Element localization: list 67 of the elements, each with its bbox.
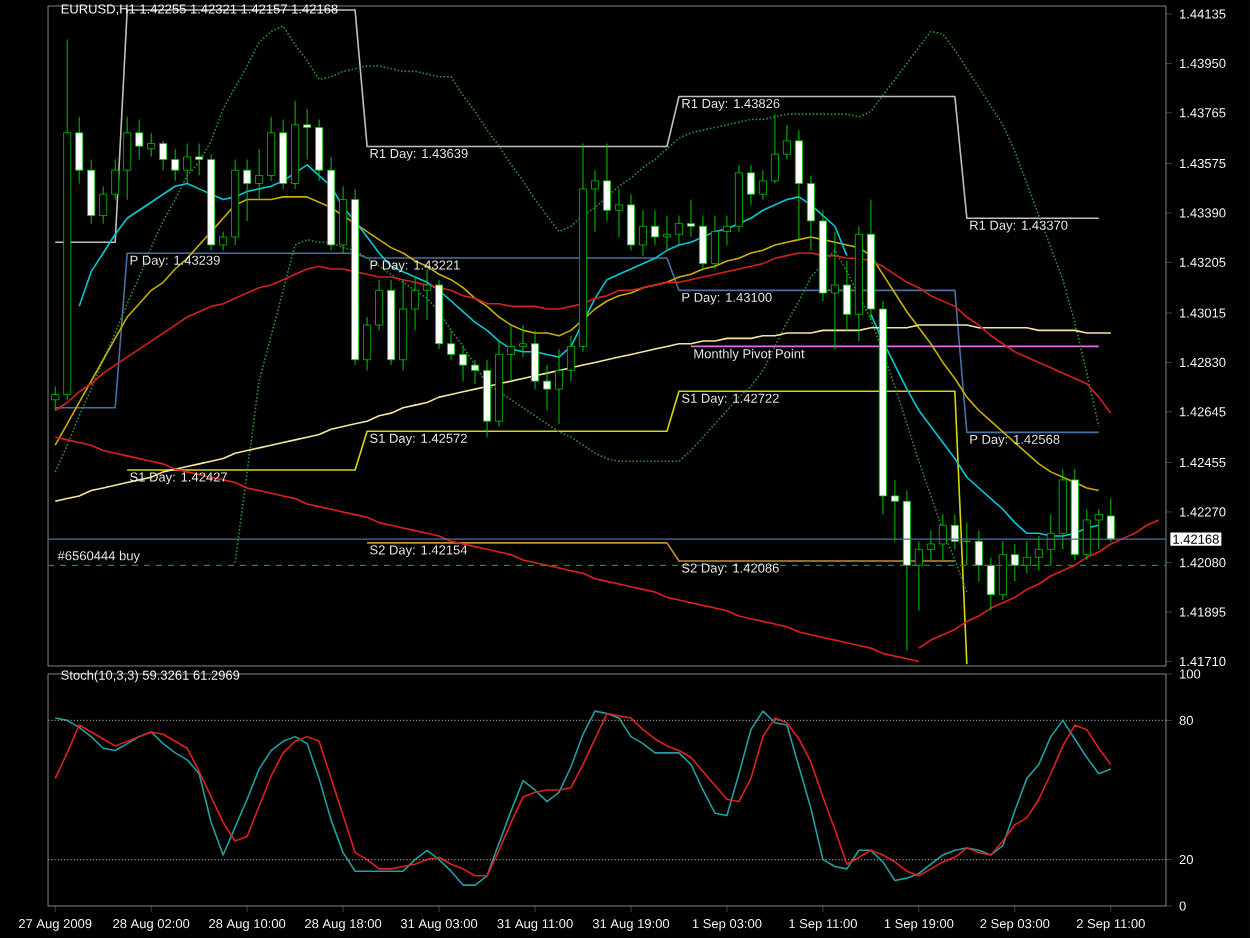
candlestick xyxy=(830,231,839,350)
candlestick xyxy=(974,530,983,582)
candlestick xyxy=(842,260,851,331)
candlestick xyxy=(722,215,731,246)
candlestick xyxy=(147,132,156,158)
candlestick xyxy=(111,159,120,201)
candlestick xyxy=(938,514,947,561)
candlestick xyxy=(698,215,707,270)
candlestick xyxy=(507,324,516,382)
candlestick xyxy=(519,324,528,358)
candlestick xyxy=(615,188,623,238)
candlestick xyxy=(1094,508,1103,550)
candlestick xyxy=(782,124,791,161)
candlestick xyxy=(447,329,456,361)
candlestick xyxy=(986,556,995,612)
candlestick xyxy=(603,143,611,222)
candlestick xyxy=(591,169,599,233)
candlestick xyxy=(674,215,683,246)
candlestick xyxy=(183,143,192,185)
candlestick xyxy=(543,364,552,411)
candlestick xyxy=(1010,543,1019,582)
candlestick xyxy=(303,108,312,161)
candlestick xyxy=(87,159,96,225)
candlestick xyxy=(375,279,384,331)
candlestick xyxy=(1034,535,1043,572)
candlestick xyxy=(794,129,803,241)
candlestick xyxy=(650,209,659,246)
candlestick xyxy=(315,118,324,182)
candlestick xyxy=(1022,540,1031,574)
candlestick xyxy=(123,116,132,201)
candlestick xyxy=(51,385,60,411)
candlestick xyxy=(1082,508,1091,561)
candlestick xyxy=(1046,514,1055,566)
candlestick xyxy=(1106,497,1115,543)
candlestick xyxy=(135,118,144,161)
candlestick xyxy=(926,530,935,561)
candlestick xyxy=(626,193,635,251)
candlestick xyxy=(459,345,468,382)
candlestick xyxy=(75,116,84,185)
candlestick xyxy=(555,348,564,425)
candlestick xyxy=(471,359,480,385)
candlestick xyxy=(758,169,767,201)
candlestick xyxy=(950,514,959,550)
candlestick xyxy=(638,209,647,257)
candlestick xyxy=(710,215,719,270)
candlestick xyxy=(267,116,276,182)
candlestick xyxy=(998,540,1007,601)
candlestick xyxy=(363,316,372,371)
candlestick xyxy=(806,175,815,251)
candlestick xyxy=(219,231,228,251)
candlestick xyxy=(243,159,252,222)
candlestick xyxy=(662,215,671,251)
candlestick xyxy=(255,148,264,201)
candlestick xyxy=(914,540,923,612)
candlestick xyxy=(99,185,108,225)
candlestick xyxy=(339,185,348,254)
candlestick xyxy=(890,479,899,542)
candlestick xyxy=(567,335,576,382)
candlestick xyxy=(159,140,168,171)
candlestick xyxy=(195,143,204,177)
candlestick xyxy=(411,276,420,331)
candlestick xyxy=(423,268,432,321)
candlestick xyxy=(531,329,540,390)
candlestick xyxy=(171,148,180,182)
candlestick xyxy=(770,113,779,185)
candlestick xyxy=(686,199,695,238)
candlestick xyxy=(746,164,755,206)
